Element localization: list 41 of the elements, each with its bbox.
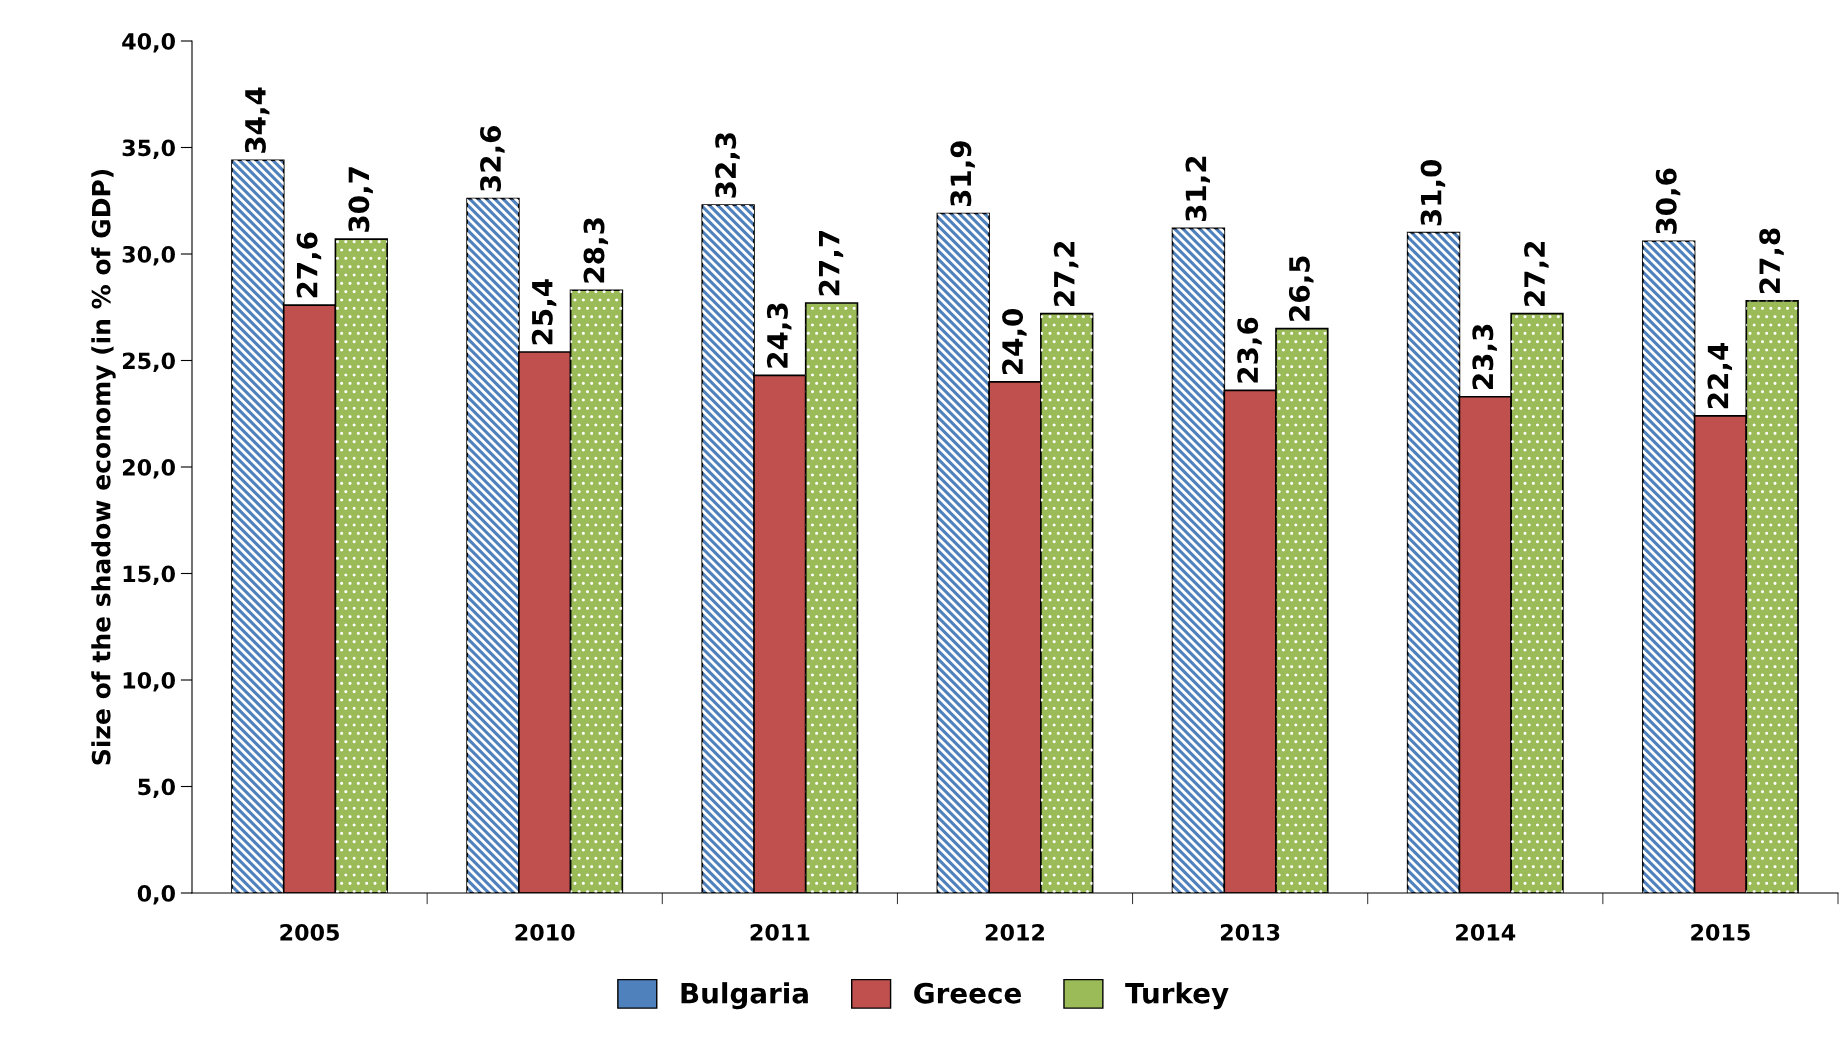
data-label: 31,0 [1420,159,1446,226]
data-label: 24,0 [1002,309,1027,375]
y-tick-label: 30,0 [122,245,175,266]
data-label: 24,3 [766,303,792,368]
data-label: 32,6 [480,126,505,192]
y-tick-label: 10,0 [123,671,175,692]
x-tick-label: 2012 [985,923,1044,941]
data-label: 23,3 [1472,324,1497,389]
y-axis-title: Size of the shadow economy (in % of GDP) [91,169,116,765]
data-label: 28,3 [583,218,609,283]
data-label: 32,3 [715,133,740,198]
data-label: 30,7 [348,167,373,232]
data-label: 31,2 [1185,156,1211,222]
data-label: 27,2 [1053,241,1079,306]
x-tick-label: 2011 [750,923,810,941]
x-tick-label: 2010 [515,923,575,941]
y-tick-label: 25,0 [122,352,175,373]
legend-label: Greece [914,982,1021,1004]
data-label: 27,2 [1524,241,1549,306]
x-tick-label: 2005 [280,923,339,941]
y-tick-label: 20,0 [122,458,175,479]
y-tick-label: 35,0 [122,139,175,160]
legend-label: Turkey [1125,982,1229,1010]
data-label: 34,4 [244,87,270,153]
data-label: 26,5 [1288,256,1314,321]
x-tick-label: 2015 [1691,923,1750,941]
data-label: 23,6 [1237,317,1262,383]
data-label: 30,6 [1655,168,1681,234]
legend-label: Bulgaria [681,982,808,1010]
x-tick-label: 2014 [1456,923,1516,941]
x-tick-label: 2013 [1220,923,1280,941]
data-label: 25,4 [531,279,557,345]
data-label: 27,8 [1759,228,1784,294]
y-tick-label: 5,0 [138,778,175,799]
data-label: 31,9 [950,141,975,207]
data-label: 27,7 [818,231,844,296]
data-label: 22,4 [1707,343,1733,409]
y-tick-label: 15,0 [123,565,175,586]
y-tick-label: 0,0 [137,884,175,905]
data-label: 27,6 [296,232,322,298]
y-tick-label: 40,0 [122,32,175,53]
